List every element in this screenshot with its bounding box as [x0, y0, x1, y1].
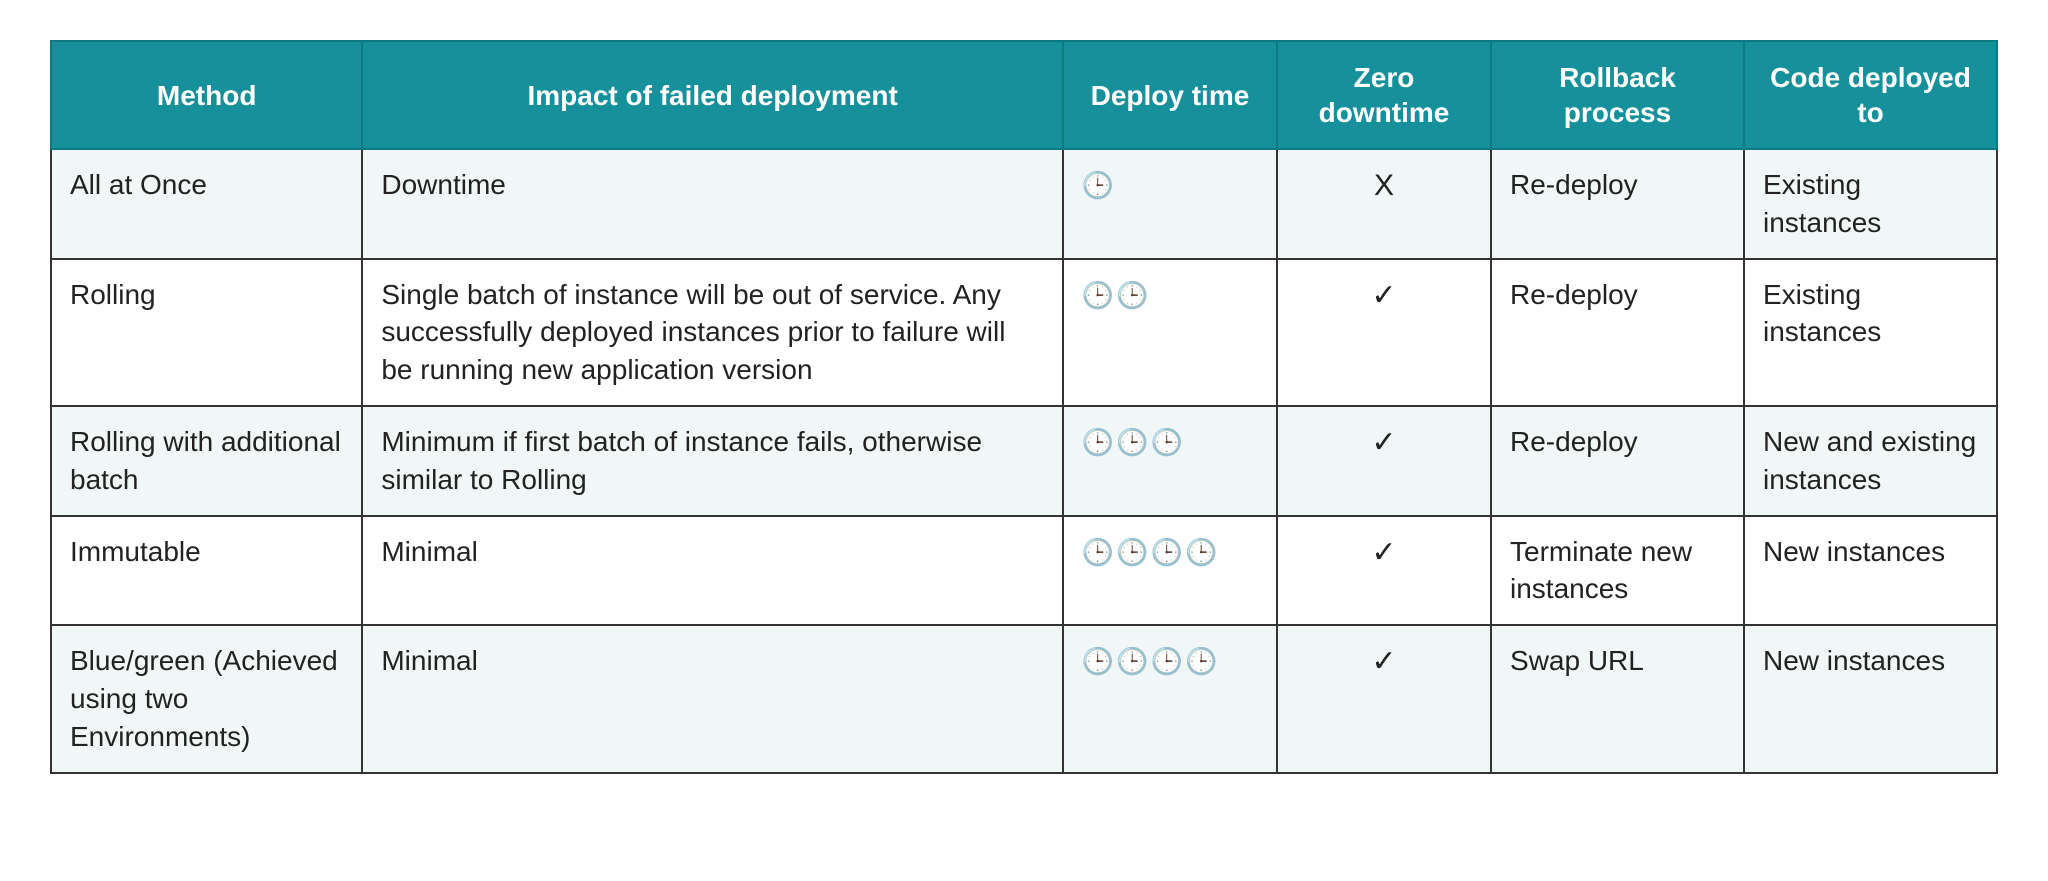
cell-method: Immutable [51, 516, 362, 626]
clock-icon: 🕒🕒 [1082, 280, 1151, 310]
cell-code-deployed: New instances [1744, 516, 1997, 626]
cell-deploy-time: 🕒🕒🕒🕒 [1063, 625, 1277, 772]
table-row: ImmutableMinimal 🕒🕒🕒🕒 ✓Terminate new insta… [51, 516, 1997, 626]
cell-zero-downtime: X [1277, 149, 1491, 259]
cell-rollback: Re-deploy [1491, 406, 1744, 516]
cell-zero-downtime: ✓ [1277, 406, 1491, 516]
table-row: Blue/green (Achieved using two Environme… [51, 625, 1997, 772]
cell-method: Rolling [51, 259, 362, 406]
table-row: Rolling with additional batchMinimum if … [51, 406, 1997, 516]
cell-method: Rolling with additional batch [51, 406, 362, 516]
cell-method: Blue/green (Achieved using two Environme… [51, 625, 362, 772]
cell-zero-downtime: ✓ [1277, 259, 1491, 406]
table-row: All at OnceDowntime 🕒 XRe-deployExisting i… [51, 149, 1997, 259]
cell-deploy-time: 🕒🕒🕒 [1063, 406, 1277, 516]
cell-zero-downtime: ✓ [1277, 625, 1491, 772]
header-impact: Impact of failed deployment [362, 41, 1063, 149]
clock-icon: 🕒🕒🕒🕒 [1082, 537, 1220, 567]
header-deploy-time: Deploy time [1063, 41, 1277, 149]
clock-icon: 🕒 [1082, 170, 1116, 200]
cell-code-deployed: Existing instances [1744, 259, 1997, 406]
table-header: Method Impact of failed deployment Deplo… [51, 41, 1997, 149]
header-code-deployed: Code deployed to [1744, 41, 1997, 149]
cell-impact: Minimal [362, 625, 1063, 772]
cell-impact: Minimal [362, 516, 1063, 626]
cell-code-deployed: New instances [1744, 625, 1997, 772]
cell-deploy-time: 🕒 [1063, 149, 1277, 259]
cell-code-deployed: New and existing instances [1744, 406, 1997, 516]
cell-zero-downtime: ✓ [1277, 516, 1491, 626]
cell-rollback: Re-deploy [1491, 259, 1744, 406]
table-body: All at OnceDowntime🕒XRe-deployExisting i… [51, 149, 1997, 773]
cell-code-deployed: Existing instances [1744, 149, 1997, 259]
cell-impact: Downtime [362, 149, 1063, 259]
cell-impact: Minimum if first batch of instance fails… [362, 406, 1063, 516]
cell-rollback: Swap URL [1491, 625, 1744, 772]
header-rollback: Rollback process [1491, 41, 1744, 149]
table-row: RollingSingle batch of instance will be … [51, 259, 1997, 406]
clock-icon: 🕒🕒🕒🕒 [1082, 646, 1220, 676]
deployment-comparison-table: Method Impact of failed deployment Deplo… [50, 40, 1998, 774]
header-method: Method [51, 41, 362, 149]
cell-rollback: Terminate new instances [1491, 516, 1744, 626]
clock-icon: 🕒🕒🕒 [1082, 427, 1185, 457]
cell-deploy-time: 🕒🕒 [1063, 259, 1277, 406]
cell-method: All at Once [51, 149, 362, 259]
cell-impact: Single batch of instance will be out of … [362, 259, 1063, 406]
cell-rollback: Re-deploy [1491, 149, 1744, 259]
cell-deploy-time: 🕒🕒🕒🕒 [1063, 516, 1277, 626]
header-zero-downtime: Zero downtime [1277, 41, 1491, 149]
